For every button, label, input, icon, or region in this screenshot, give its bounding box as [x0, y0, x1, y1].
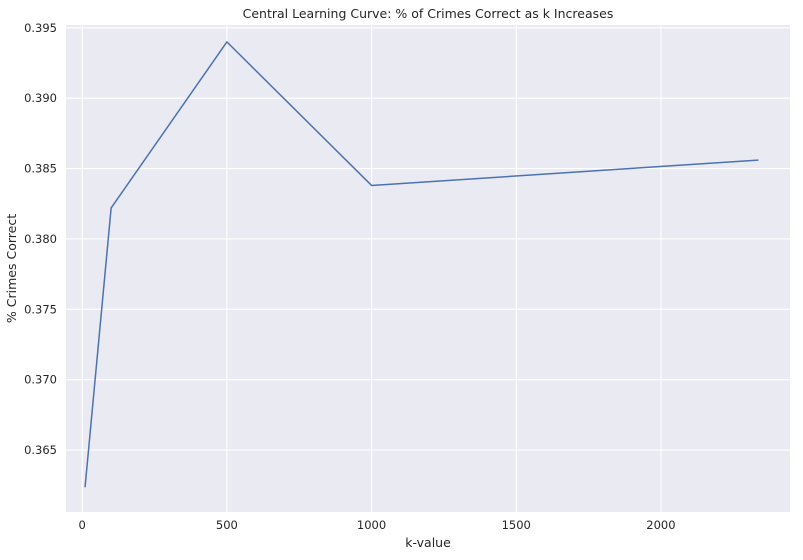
- y-tick-label: 0.370: [24, 373, 57, 387]
- x-tick-label: 1500: [502, 518, 531, 532]
- x-axis-label: k-value: [405, 535, 451, 550]
- y-axis-label: % Crimes Correct: [4, 214, 19, 323]
- x-tick-label: 500: [216, 518, 238, 532]
- x-tick-label: 0: [79, 518, 86, 532]
- x-tick-label: 2000: [646, 518, 675, 532]
- chart-title: Central Learning Curve: % of Crimes Corr…: [243, 6, 614, 21]
- y-tick-label: 0.375: [24, 302, 57, 316]
- y-tick-label: 0.390: [24, 91, 57, 105]
- y-tick-label: 0.380: [24, 232, 57, 246]
- x-tick-label: 1000: [357, 518, 386, 532]
- y-tick-label: 0.385: [24, 162, 57, 176]
- y-tick-label: 0.365: [24, 443, 57, 457]
- y-tick-label: 0.395: [24, 21, 57, 35]
